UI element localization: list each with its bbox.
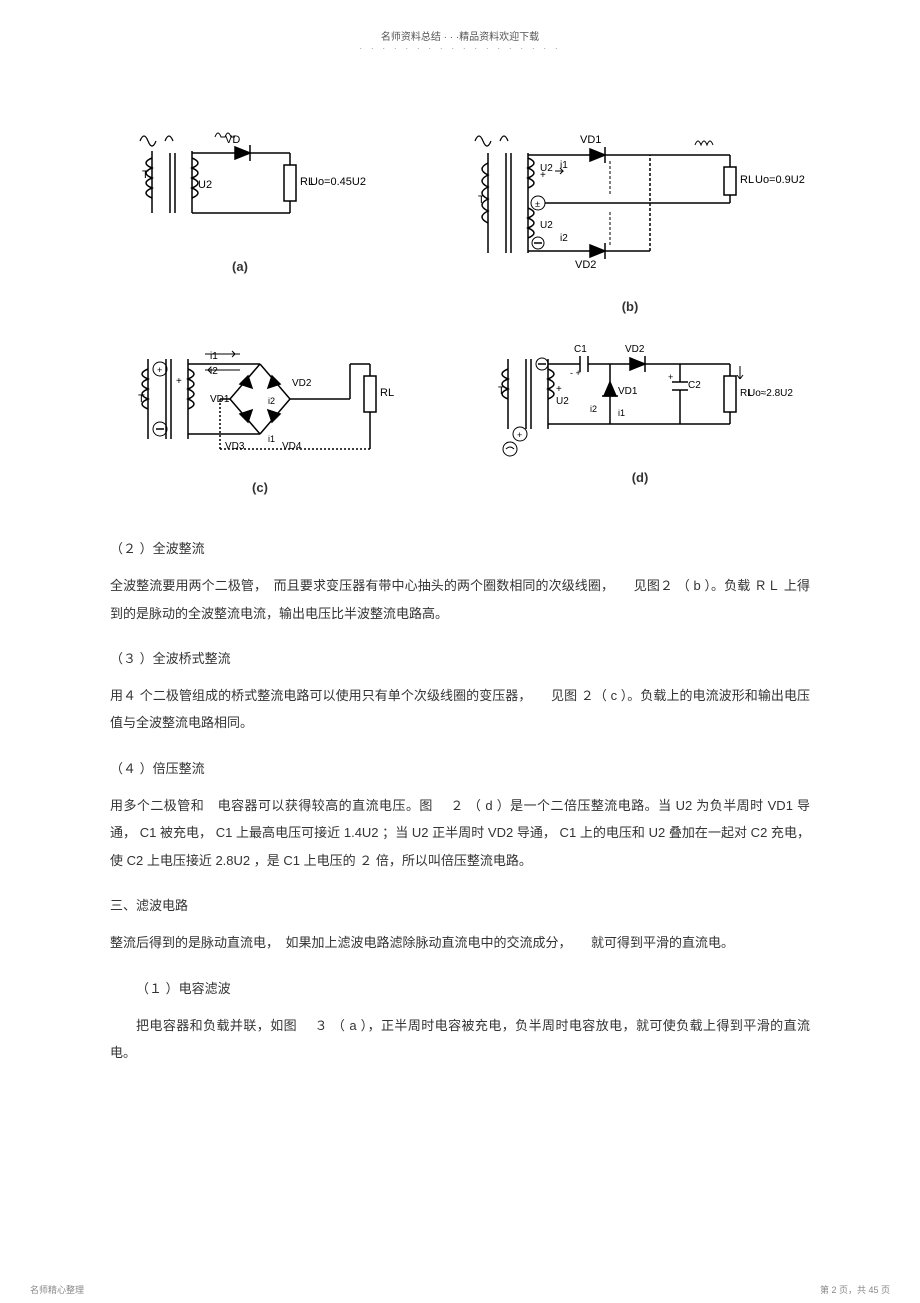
svg-text:+: +	[556, 384, 562, 395]
svg-text:T: T	[478, 194, 485, 206]
section-2-title: （２ ）全波整流	[110, 535, 810, 562]
svg-text:i2: i2	[560, 233, 568, 244]
section-3-body: 用４ 个二极管组成的桥式整流电路可以使用只有单个次级线圈的变压器， 见图 ２（ …	[110, 682, 810, 737]
svg-text:±: ±	[535, 199, 540, 209]
diagram-a-label: (a)	[232, 259, 248, 274]
svg-text:C2: C2	[688, 380, 701, 391]
footer-right: 第 2 页，共 45 页	[820, 1283, 890, 1296]
svg-text:U2: U2	[198, 179, 212, 191]
header-subtitle: · · · · · · · · · · · · · · · · · ·	[0, 43, 920, 53]
header-title: 名师资料总结 · · ·精品资料欢迎下载	[0, 28, 920, 43]
diagram-c: T + + i1 i2	[110, 334, 410, 495]
svg-text:i1: i1	[210, 351, 218, 362]
diagram-c-label: (c)	[252, 480, 268, 495]
section-4-title: （４ ）倍压整流	[110, 755, 810, 782]
section-3-title: （３ ）全波桥式整流	[110, 645, 810, 672]
diagram-b: T + U2 ± U2 VD1 i1	[450, 123, 810, 314]
svg-text:VD2: VD2	[625, 344, 645, 355]
section-5-body: 整流后得到的是脉动直流电， 如果加上滤波电路滤除脉动直流电中的交流成分， 就可得…	[110, 929, 810, 956]
svg-text:i2: i2	[590, 404, 597, 414]
svg-text:i2: i2	[268, 396, 275, 406]
svg-text:VD2: VD2	[292, 378, 312, 389]
svg-text:U2: U2	[540, 220, 553, 231]
footer-left: 名师精心整理	[30, 1283, 84, 1296]
svg-text:VD1: VD1	[618, 386, 638, 397]
svg-text:T: T	[498, 385, 505, 397]
svg-text:T: T	[142, 169, 149, 181]
diagram-d: T + + U2 C1 - + VD2	[470, 334, 810, 495]
svg-text:RL: RL	[740, 174, 754, 186]
page-header: 名师资料总结 · · ·精品资料欢迎下载 · · · · · · · · · ·…	[0, 0, 920, 53]
svg-text:+: +	[157, 365, 162, 375]
svg-text:i1: i1	[268, 434, 275, 444]
svg-text:VD1: VD1	[580, 134, 601, 146]
diagram-a: T U2 VD RL Uo=0.45U2 (a)	[110, 123, 370, 314]
svg-text:VD3: VD3	[225, 441, 245, 452]
svg-text:Uo=0.45U2: Uo=0.45U2	[310, 176, 366, 188]
svg-text:+: +	[176, 376, 182, 387]
section-6-body: 把电容器和负载并联，如图 ３ （ a ），正半周时电容被充电，负半周时电容放电，…	[110, 1012, 810, 1067]
svg-text:+: +	[517, 430, 522, 440]
svg-text:Uo=0.9U2: Uo=0.9U2	[755, 174, 805, 186]
svg-text:RL: RL	[380, 387, 394, 399]
svg-text:i1: i1	[618, 408, 625, 418]
document-content: （２ ）全波整流 全波整流要用两个二极管， 而且要求变压器有带中心抽头的两个圈数…	[110, 535, 810, 1066]
svg-text:C1: C1	[574, 344, 587, 355]
svg-text:VD4: VD4	[282, 441, 302, 452]
svg-text:VD2: VD2	[575, 259, 596, 271]
section-4-body: 用多个二极管和 电容器可以获得较高的直流电压。图 ２ （ d ）是一个二倍压整流…	[110, 792, 810, 874]
section-6-title: （１ ）电容滤波	[110, 975, 810, 1002]
svg-text:T: T	[138, 393, 145, 405]
svg-text:- +: - +	[570, 368, 581, 378]
section-2-body: 全波整流要用两个二极管， 而且要求变压器有带中心抽头的两个圈数相同的次级线圈， …	[110, 572, 810, 627]
svg-text:U2: U2	[556, 396, 569, 407]
svg-text:VD: VD	[225, 134, 240, 146]
svg-text:Uo≈2.8U2: Uo≈2.8U2	[748, 388, 793, 399]
svg-text:+: +	[668, 372, 673, 382]
diagram-d-label: (d)	[632, 470, 649, 485]
circuit-diagrams: T U2 VD RL Uo=0.45U2 (a)	[110, 123, 810, 495]
section-5-title: 三、滤波电路	[110, 892, 810, 919]
svg-text:i2: i2	[210, 366, 218, 377]
diagram-b-label: (b)	[622, 299, 639, 314]
svg-text:U2: U2	[540, 163, 553, 174]
